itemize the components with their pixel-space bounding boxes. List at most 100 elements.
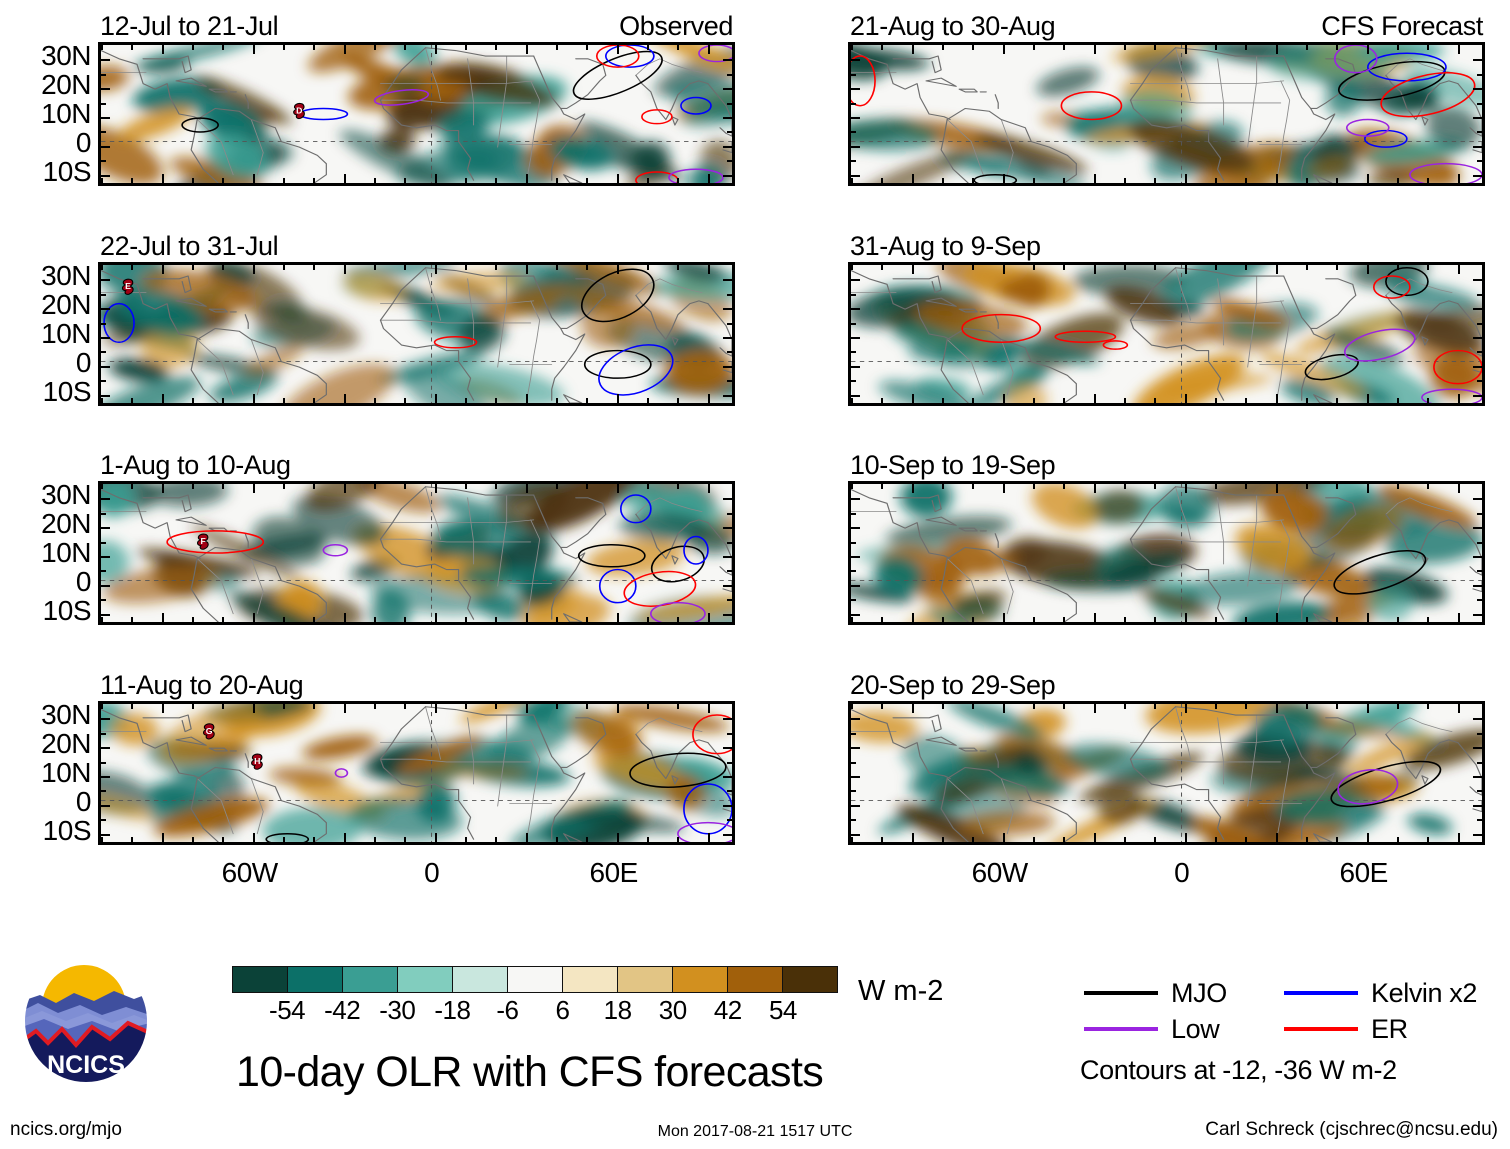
panel-title: 10-Sep to 19-Sep (850, 450, 1056, 480)
contour-mjo (1385, 267, 1429, 297)
y-tick-label: 10S (42, 155, 92, 187)
main-title: 10-day OLR with CFS forecasts (236, 1048, 824, 1096)
contour-low (1337, 769, 1399, 805)
contour-mjo (265, 832, 310, 842)
map-canvas: E (101, 265, 732, 403)
colorbar-tick: -54 (269, 995, 306, 1025)
contour-er (1433, 349, 1482, 385)
x-tick-label: 60E (589, 857, 639, 888)
contour-er (595, 45, 640, 68)
colorbar-swatch-0 (233, 967, 288, 992)
wave-contours (166, 494, 709, 622)
map-clip: F (101, 484, 732, 622)
storm-symbols: F (196, 533, 209, 550)
footer-author: Carl Schreck (cjschrec@ncsu.edu) (1205, 1119, 1498, 1140)
coastlines (101, 486, 732, 622)
map-frame (848, 701, 1485, 845)
tropical-cyclone-symbol: G (202, 723, 215, 740)
contour-mjo (583, 349, 652, 379)
legend-item-kelvin: Kelvin x2 (1284, 978, 1484, 1009)
legend-row-1: MJO Kelvin x2 (1084, 975, 1504, 1011)
contour-low (1409, 162, 1482, 183)
contour-low (1333, 45, 1378, 74)
x-tick-label: 60W (221, 857, 279, 888)
map-canvas (851, 484, 1482, 622)
svg-text:F: F (201, 536, 206, 546)
x-tick-label: 0 (424, 857, 440, 888)
column-header: Observed (619, 11, 733, 41)
contour-mjo (581, 268, 655, 323)
map-frame: D (98, 42, 735, 186)
contour-low (334, 768, 349, 778)
y-tick-label: 10S (42, 375, 92, 407)
wave-contours (1330, 760, 1442, 808)
colorbar-swatch-5 (508, 967, 563, 992)
map-clip (851, 45, 1482, 183)
contour-mjo (629, 752, 727, 788)
legend-item-er: ER (1284, 1014, 1484, 1045)
colorbar-tick: 42 (713, 995, 742, 1025)
map-clip (851, 704, 1482, 842)
contour-mjo (577, 543, 646, 568)
coastlines (851, 267, 1482, 403)
map-clip (851, 265, 1482, 403)
contour-er (166, 530, 265, 554)
y-tick-label: 10N (41, 98, 91, 129)
political-borders (851, 486, 1453, 615)
contour-er (692, 714, 732, 755)
tropical-cyclone-symbol: D (293, 102, 305, 120)
contour-low (677, 821, 732, 842)
colorbar-tick: -18 (434, 995, 471, 1025)
political-borders (101, 486, 703, 615)
colorbar-tick: -6 (496, 995, 519, 1025)
footer-website[interactable]: ncics.org/mjo (10, 1119, 122, 1140)
y-tick-label: 20N (41, 289, 91, 321)
contour-kelvin (598, 568, 637, 604)
panel-title: 1-Aug to 10-Aug (100, 450, 291, 480)
storm-symbols: GH (202, 723, 263, 770)
x-tick-label: 60W (971, 857, 1029, 888)
y-tick-label: 10S (42, 594, 92, 626)
contour-low (1345, 118, 1390, 137)
contour-kelvin (619, 494, 652, 524)
olr-anomaly-shading (851, 265, 1482, 403)
y-tick-label: 0 (75, 785, 92, 817)
coastlines (851, 706, 1482, 842)
contour-low (322, 543, 349, 557)
kelvin-line-swatch (1284, 991, 1358, 995)
legend-item-mjo: MJO (1084, 978, 1284, 1009)
contour-kelvin (1364, 129, 1408, 148)
political-borders (851, 267, 1453, 396)
map-frame: E (98, 262, 735, 406)
colorbar-tick: 54 (768, 995, 797, 1025)
map-frame (848, 481, 1485, 625)
map-canvas: D (101, 45, 732, 183)
political-borders (101, 706, 703, 835)
contour-legend: MJO Kelvin x2 Low ER (1084, 975, 1504, 1047)
contour-low (698, 45, 732, 63)
wave-contours (103, 268, 674, 396)
legend-label-er: ER (1371, 1013, 1408, 1044)
colorbar-tick: 18 (603, 995, 632, 1025)
y-tick-label: 0 (75, 346, 92, 378)
contour-mjo (1333, 549, 1427, 595)
contour-low (1343, 328, 1416, 362)
y-tick-label: 0 (75, 565, 92, 597)
contour-er (1372, 275, 1411, 299)
coastlines (851, 47, 1482, 183)
map-frame (848, 262, 1485, 406)
legend-label-kelvin: Kelvin x2 (1371, 977, 1477, 1008)
panel-fcst-3: 10-Sep to 19-Sep (848, 450, 1485, 625)
colorbar-units-label: W m-2 (858, 975, 944, 1007)
political-borders (851, 47, 1453, 176)
footer-timestamp: Mon 2017-08-21 1517 UTC (657, 1123, 853, 1140)
contour-mjo (650, 545, 705, 583)
y-tick-label: 0 (75, 126, 92, 158)
y-tick-label: 20N (41, 69, 91, 101)
legend-item-low: Low (1084, 1014, 1284, 1045)
contour-low (373, 89, 430, 106)
ncics-logo: NCICS (22, 957, 150, 1085)
contour-er (433, 336, 478, 349)
colorbar-swatch-7 (618, 967, 673, 992)
